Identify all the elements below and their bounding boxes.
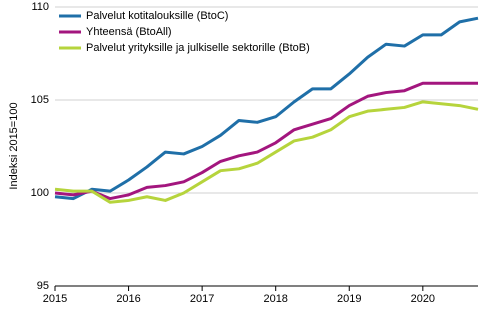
x-tick-label: 2016 bbox=[116, 293, 140, 305]
y-axis-label: Indeksi 2015=100 bbox=[8, 102, 20, 189]
x-tick-label: 2019 bbox=[337, 293, 361, 305]
x-tick-label: 2020 bbox=[411, 293, 435, 305]
legend-label: Yhteensä (BtoAll) bbox=[86, 26, 172, 38]
x-tick-label: 2015 bbox=[43, 293, 67, 305]
legend-label: Palvelut yrityksille ja julkiselle sekto… bbox=[86, 42, 310, 54]
y-tick-label: 105 bbox=[31, 94, 49, 106]
series-line bbox=[54, 16, 479, 201]
x-tick-label: 2017 bbox=[190, 293, 214, 305]
series-line bbox=[54, 100, 479, 204]
series-line bbox=[54, 81, 478, 201]
y-tick-label: 110 bbox=[31, 1, 49, 13]
y-tick-label: 100 bbox=[31, 187, 49, 199]
x-tick-label: 2018 bbox=[263, 293, 287, 305]
legend-label: Palvelut kotitalouksille (BtoC) bbox=[86, 10, 228, 22]
y-tick-label: 95 bbox=[37, 280, 49, 292]
